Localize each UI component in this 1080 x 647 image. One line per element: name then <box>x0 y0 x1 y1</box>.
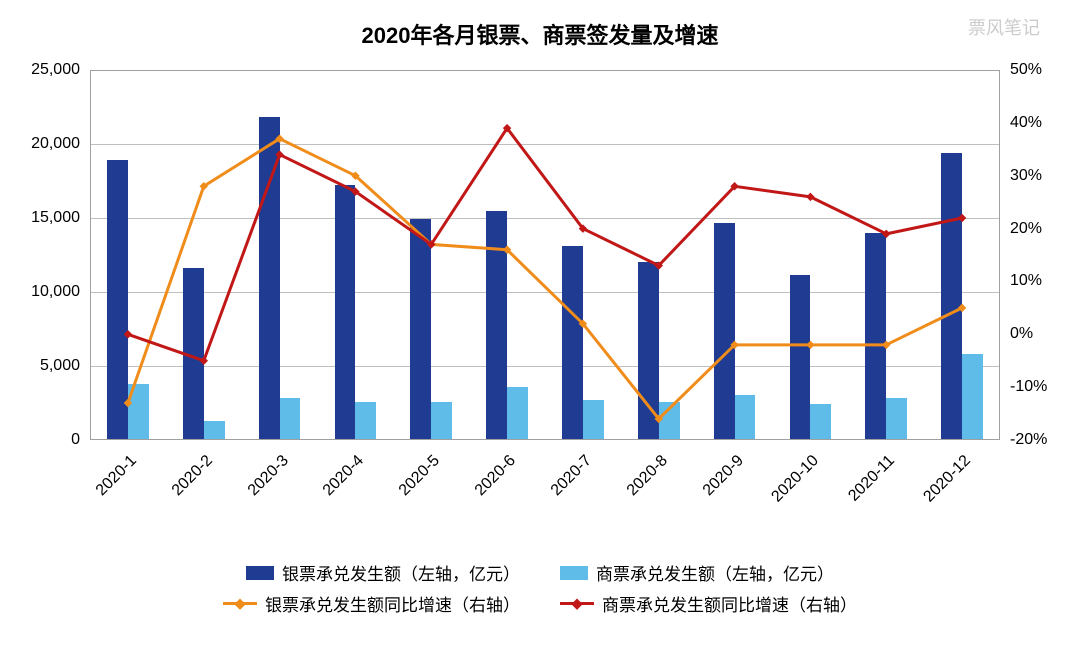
legend-swatch <box>223 602 257 605</box>
marker-line1 <box>806 341 814 349</box>
x-tick-label: 2020-9 <box>699 452 747 500</box>
x-tick-label: 2020-7 <box>548 452 596 500</box>
x-tick-label: 2020-5 <box>396 452 444 500</box>
plot-area <box>90 70 1000 440</box>
legend-label: 银票承兑发生额（左轴，亿元） <box>282 560 520 585</box>
marker-line2 <box>200 356 208 364</box>
legend-swatch <box>560 602 594 605</box>
y2-tick-label: 40% <box>1010 114 1042 132</box>
legend-label: 商票承兑发生额同比增速（右轴） <box>602 591 857 616</box>
x-tick-label: 2020-1 <box>93 452 141 500</box>
x-tick-label: 2020-2 <box>169 452 217 500</box>
x-tick-label: 2020-11 <box>846 452 899 505</box>
lines-layer <box>90 70 1000 440</box>
x-tick-label: 2020-4 <box>320 452 368 500</box>
y2-tick-label: -20% <box>1010 431 1047 449</box>
x-tick-label: 2020-3 <box>244 452 292 500</box>
y2-tick-label: 0% <box>1010 325 1033 343</box>
legend-item-line2: 商票承兑发生额同比增速（右轴） <box>560 591 857 616</box>
marker-line2 <box>958 214 966 222</box>
x-tick-label: 2020-6 <box>472 452 520 500</box>
y2-tick-label: -10% <box>1010 378 1047 396</box>
legend-label: 银票承兑发生额同比增速（右轴） <box>265 591 520 616</box>
legend-row: 银票承兑发生额同比增速（右轴） 商票承兑发生额同比增速（右轴） <box>223 591 857 616</box>
legend-swatch <box>246 566 274 580</box>
chart-title: 2020年各月银票、商票签发量及增速 <box>0 18 1080 50</box>
y2-tick-label: 50% <box>1010 61 1042 79</box>
legend-item-bar2: 商票承兑发生额（左轴，亿元） <box>560 560 834 585</box>
marker-line1 <box>124 399 132 407</box>
legend-item-line1: 银票承兑发生额同比增速（右轴） <box>223 591 520 616</box>
legend: 银票承兑发生额（左轴，亿元） 商票承兑发生额（左轴，亿元） 银票承兑发生额同比增速（… <box>0 560 1080 616</box>
legend-label: 商票承兑发生额（左轴，亿元） <box>596 560 834 585</box>
x-tick-label: 2020-12 <box>921 452 975 506</box>
legend-row: 银票承兑发生额（左轴，亿元） 商票承兑发生额（左轴，亿元） <box>246 560 834 585</box>
line-line2 <box>128 128 962 361</box>
legend-swatch <box>560 566 588 580</box>
legend-item-bar1: 银票承兑发生额（左轴，亿元） <box>246 560 520 585</box>
y2-tick-label: 10% <box>1010 272 1042 290</box>
x-tick-label: 2020-10 <box>769 452 823 506</box>
y2-tick-label: 30% <box>1010 167 1042 185</box>
x-tick-label: 2020-8 <box>624 452 672 500</box>
y2-tick-label: 20% <box>1010 220 1042 238</box>
marker-line2 <box>124 330 132 338</box>
